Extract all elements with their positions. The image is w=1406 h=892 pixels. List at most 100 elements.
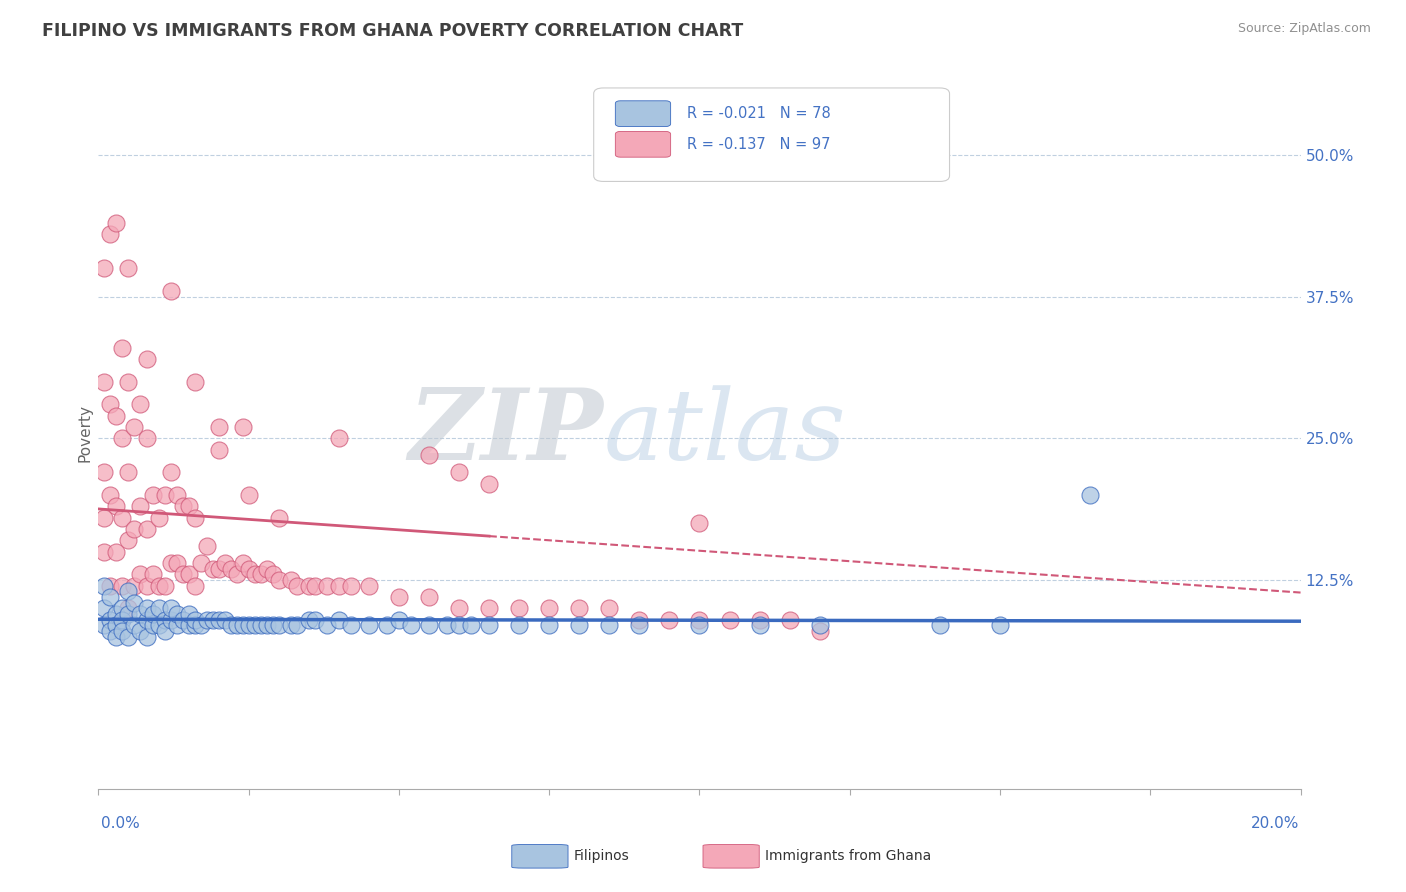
Point xyxy=(93,578,115,592)
Point xyxy=(748,613,770,627)
Point xyxy=(117,607,139,621)
Text: R = -0.021   N = 78: R = -0.021 N = 78 xyxy=(688,106,831,121)
Text: 20.0%: 20.0% xyxy=(1251,816,1299,830)
Point xyxy=(779,613,801,627)
Point xyxy=(232,420,254,434)
Point xyxy=(298,578,321,592)
Point xyxy=(418,618,440,632)
Point xyxy=(256,618,278,632)
Point xyxy=(598,618,620,632)
Point xyxy=(148,578,170,592)
Point xyxy=(153,624,176,638)
Point xyxy=(93,618,115,632)
Point xyxy=(375,618,398,632)
Point xyxy=(689,618,711,632)
Point xyxy=(190,618,212,632)
Point xyxy=(460,618,482,632)
Point xyxy=(304,578,326,592)
Point xyxy=(148,510,170,524)
Text: ZIP: ZIP xyxy=(408,384,603,481)
Point xyxy=(243,618,266,632)
Point xyxy=(124,420,146,434)
Point xyxy=(177,500,200,514)
Text: atlas: atlas xyxy=(603,385,846,480)
Point xyxy=(689,613,711,627)
Point xyxy=(232,556,254,570)
Point xyxy=(208,561,231,575)
Text: Filipinos: Filipinos xyxy=(574,849,630,863)
Point xyxy=(538,601,561,615)
Point xyxy=(238,561,260,575)
Point xyxy=(129,397,152,411)
Point xyxy=(225,567,247,582)
Point xyxy=(929,618,952,632)
Point xyxy=(159,613,181,627)
Text: R = -0.137   N = 97: R = -0.137 N = 97 xyxy=(688,136,831,152)
Point xyxy=(256,561,278,575)
Point xyxy=(262,618,284,632)
Point xyxy=(124,578,146,592)
Point xyxy=(201,561,224,575)
Point xyxy=(159,556,181,570)
Point xyxy=(243,567,266,582)
Point xyxy=(340,618,363,632)
Point xyxy=(111,578,134,592)
Point xyxy=(628,613,651,627)
Point xyxy=(183,578,205,592)
Point xyxy=(105,409,128,423)
Point xyxy=(100,590,122,604)
Point xyxy=(214,556,236,570)
Y-axis label: Poverty: Poverty xyxy=(77,403,93,462)
Point xyxy=(447,465,470,479)
Point xyxy=(105,216,128,230)
Point xyxy=(208,420,231,434)
Point xyxy=(195,613,218,627)
Point xyxy=(280,618,302,632)
Point xyxy=(117,533,139,548)
Point xyxy=(100,397,122,411)
Point xyxy=(249,567,271,582)
Point xyxy=(280,573,302,587)
Point xyxy=(93,510,115,524)
Point xyxy=(808,618,831,632)
Point xyxy=(111,510,134,524)
Point xyxy=(117,584,139,599)
Point xyxy=(315,578,337,592)
Point xyxy=(808,624,831,638)
Point xyxy=(93,465,115,479)
FancyBboxPatch shape xyxy=(703,845,759,868)
Point xyxy=(124,522,146,536)
Point xyxy=(129,607,152,621)
Point xyxy=(111,431,134,445)
Point xyxy=(508,618,530,632)
Point xyxy=(166,618,188,632)
Text: Source: ZipAtlas.com: Source: ZipAtlas.com xyxy=(1237,22,1371,36)
Point xyxy=(267,510,290,524)
Point xyxy=(340,578,363,592)
Point xyxy=(117,465,139,479)
Point xyxy=(93,261,115,276)
FancyBboxPatch shape xyxy=(616,101,671,127)
Point xyxy=(177,567,200,582)
Point xyxy=(225,618,247,632)
Point xyxy=(219,561,242,575)
Point xyxy=(328,613,350,627)
Point xyxy=(124,618,146,632)
Point xyxy=(214,613,236,627)
Point xyxy=(436,618,458,632)
Point xyxy=(124,595,146,609)
Point xyxy=(153,488,176,502)
Point xyxy=(135,613,157,627)
Point xyxy=(357,578,380,592)
Point xyxy=(478,476,501,491)
Point xyxy=(100,227,122,242)
FancyBboxPatch shape xyxy=(512,845,568,868)
Point xyxy=(166,607,188,621)
Point xyxy=(117,261,139,276)
Point xyxy=(105,630,128,644)
Point xyxy=(100,488,122,502)
FancyBboxPatch shape xyxy=(616,131,671,157)
Point xyxy=(141,607,163,621)
Point xyxy=(148,618,170,632)
Point xyxy=(315,618,337,632)
